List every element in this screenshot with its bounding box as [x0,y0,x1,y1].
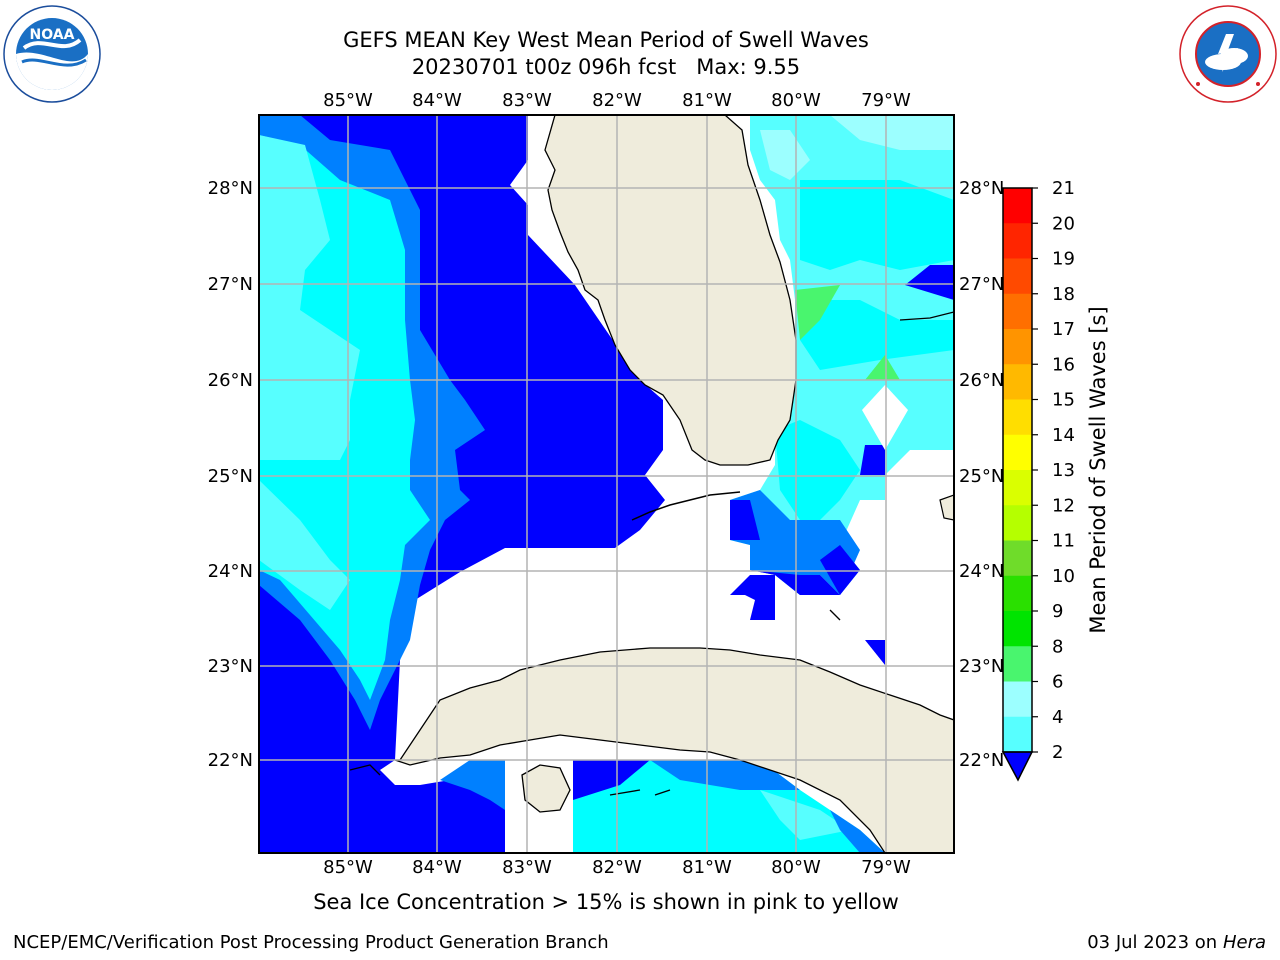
colorbar-cell [1003,329,1032,365]
colorbar-tick-label: 19 [1052,249,1075,270]
lon-label-bottom: 85°W [323,857,373,878]
colorbar-tick-label: 17 [1052,319,1075,340]
colorbar-cell [1003,575,1032,612]
colorbar-cell [1003,364,1032,400]
lon-label-bottom: 81°W [682,857,732,878]
lon-label-top: 80°W [771,90,821,111]
lat-label-right: 24°N [959,561,1004,582]
lon-label-top: 79°W [861,90,911,111]
map-subtitle: 20230701 t00z 096h fcst Max: 9.55 [411,55,801,79]
colorbar-cell [1003,434,1032,471]
colorbar-label: Mean Period of Swell Waves [s] [1086,306,1110,633]
map-gridlines [259,115,954,853]
colorbar-cell [1003,540,1032,577]
map-title: GEFS MEAN Key West Mean Period of Swell … [343,28,869,52]
lon-label-bottom: 84°W [412,857,462,878]
colorbar-cell [1003,681,1032,718]
lat-label-left: 27°N [208,274,253,295]
colorbar-tick-label: 14 [1052,425,1075,446]
lon-label-top: 84°W [412,90,462,111]
lon-label-top: 83°W [502,90,552,111]
lon-label-bottom: 79°W [861,857,911,878]
colorbar-extend-arrow [1001,751,1034,782]
swell-period-field [259,115,954,853]
colorbar-tick-label: 12 [1052,495,1075,516]
lat-label-left: 25°N [208,466,253,487]
footer-date: 03 Jul 2023 on Hera [1087,932,1266,953]
noaa-logo-icon: NOAA [2,4,102,104]
footer-producer: NCEP/EMC/Verification Post Processing Pr… [13,932,609,953]
colorbar-tick-label: 11 [1052,531,1075,552]
colorbar-cell [1003,646,1032,682]
lat-label-right: 28°N [959,178,1004,199]
lon-label-top: 82°W [592,90,642,111]
footer-date-text: 03 Jul 2023 on [1087,932,1223,953]
colorbar-cell [1003,399,1032,436]
colorbar-tick-label: 8 [1052,636,1063,657]
colorbar-tick-label: 9 [1052,601,1063,622]
colorbar-tick-label: 21 [1052,178,1075,199]
lat-label-left: 22°N [208,750,253,771]
colorbar-tick-label: 6 [1052,672,1063,693]
lat-label-right: 23°N [959,656,1004,677]
sea-ice-note: Sea Ice Concentration > 15% is shown in … [313,890,899,914]
footer-host: Hera [1222,932,1266,953]
lon-label-bottom: 83°W [502,857,552,878]
colorbar-tick-label: 18 [1052,284,1075,305]
colorbar-cell [1003,470,1032,506]
colorbar-tick-label: 10 [1052,566,1075,587]
lat-label-left: 28°N [208,178,253,199]
lon-label-bottom: 80°W [771,857,821,878]
lat-label-right: 27°N [959,274,1004,295]
colorbar-ticks: 21 20 19 18 17 16 15 14 13 12 11 10 9 8 6 4 2 [1032,178,1075,763]
colorbar-cell [1003,188,1032,224]
map-frame [258,114,955,854]
lat-label-right: 26°N [959,370,1004,391]
noaa-logo-label: NOAA [30,27,75,43]
colorbar-tick-label: 2 [1052,742,1063,763]
colorbar-cell [1003,258,1032,295]
colorbar-cell [1003,223,1032,259]
colorbar-tick-label: 15 [1052,390,1075,411]
colorbar-cell [1003,611,1032,647]
lat-label-left: 24°N [208,561,253,582]
lat-label-left: 23°N [208,656,253,677]
lon-label-bottom: 82°W [592,857,642,878]
colorbar-cells [1003,188,1032,753]
colorbar-tick-label: 20 [1052,213,1075,234]
colorbar: 21 20 19 18 17 16 15 14 13 12 11 10 9 8 6 4 2 Mean Perio… [1001,178,1110,782]
colorbar-cell [1003,293,1032,330]
lat-label-right: 22°N [959,750,1004,771]
colorbar-cell [1003,505,1032,541]
colorbar-tick-label: 4 [1052,707,1063,728]
colorbar-cell [1003,716,1032,753]
lat-label-right: 25°N [959,466,1004,487]
lon-label-top: 81°W [682,90,732,111]
nws-logo-icon [1178,4,1278,104]
colorbar-tick-label: 13 [1052,460,1075,481]
lon-label-top: 85°W [323,90,373,111]
lat-label-left: 26°N [208,370,253,391]
colorbar-tick-label: 16 [1052,354,1075,375]
